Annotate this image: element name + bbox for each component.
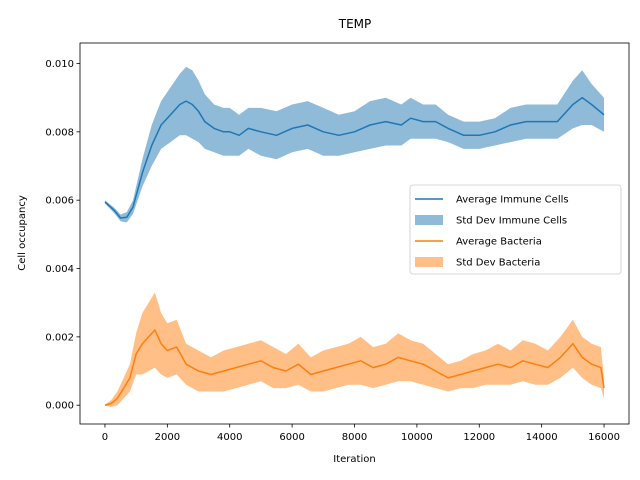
x-tick-label: 8000	[342, 432, 367, 443]
x-tick-label: 2000	[155, 432, 180, 443]
x-tick-label: 10000	[401, 432, 433, 443]
y-axis: 0.000 0.002 0.004 0.006 0.008 0.010	[45, 59, 80, 412]
x-axis-label: Iteration	[333, 454, 375, 465]
mean-lines	[104, 96, 605, 406]
x-tick-label: 12000	[463, 432, 495, 443]
x-tick-label: 4000	[217, 432, 242, 443]
x-tick-label: 14000	[526, 432, 558, 443]
x-tick-label: 16000	[588, 432, 620, 443]
bacteria-std-band	[105, 292, 604, 407]
bacteria-mean-line	[104, 329, 605, 406]
y-tick-label: 0.000	[45, 401, 74, 412]
legend-label: Average Immune Cells	[456, 195, 569, 206]
legend: Average Immune Cells Std Dev Immune Cells…	[409, 184, 622, 275]
immune-std-band	[105, 66, 604, 223]
std-bands	[105, 66, 604, 407]
y-axis-label: Cell occupancy	[17, 195, 28, 271]
y-tick-label: 0.006	[45, 196, 74, 207]
legend-label: Std Dev Bacteria	[456, 258, 540, 269]
y-tick-label: 0.008	[45, 127, 74, 138]
legend-label: Average Bacteria	[456, 237, 542, 248]
legend-band-swatch	[415, 215, 443, 225]
y-tick-label: 0.010	[45, 59, 74, 70]
legend-frame	[409, 184, 622, 275]
y-tick-label: 0.002	[45, 332, 74, 343]
x-axis: 0 2000 4000 6000 8000 10000 12000 14000 16000	[102, 424, 620, 443]
x-tick-label: 6000	[279, 432, 304, 443]
chart-title: TEMP	[338, 17, 372, 31]
x-tick-label: 0	[102, 432, 108, 443]
legend-label: Std Dev Immune Cells	[456, 216, 567, 227]
y-tick-label: 0.004	[45, 264, 74, 275]
legend-band-swatch	[415, 257, 443, 267]
immune-mean-line	[104, 96, 605, 219]
